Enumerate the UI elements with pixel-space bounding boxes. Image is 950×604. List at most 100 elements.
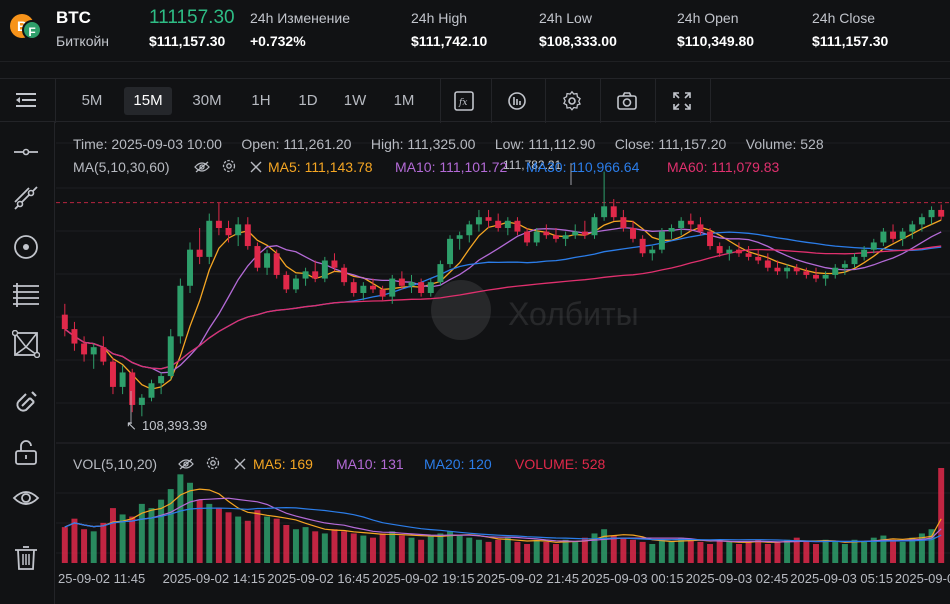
circle-target-icon[interactable] (12, 233, 40, 261)
indicator-fx-icon[interactable]: fx (453, 90, 475, 112)
camera-icon[interactable] (616, 90, 638, 112)
volume-bar (71, 518, 78, 563)
volume-bar (822, 539, 829, 563)
timeframe-1h[interactable]: 1H (251, 92, 271, 109)
settings-gear-icon[interactable] (561, 90, 583, 112)
x-axis-label: 2025-09-03 07:45 (895, 571, 950, 586)
trend-line-icon[interactable] (12, 184, 40, 212)
volume-bar (398, 535, 405, 563)
candle-up (918, 217, 925, 225)
horizontal-line-icon[interactable] (12, 138, 40, 166)
volume-bar (148, 508, 155, 563)
stat-label: 24h Open (677, 10, 739, 26)
volume-bar (485, 541, 492, 563)
x-axis-label: 2025-09-02 21:45 (476, 571, 579, 586)
vol-eye-toggle-icon[interactable] (178, 457, 196, 473)
stat-label: 24h Изменение (250, 10, 350, 26)
candle-up (138, 397, 145, 405)
candle-up (841, 264, 848, 268)
volume-bar (196, 499, 203, 563)
candle-up (177, 285, 184, 337)
volume-bar (572, 541, 579, 563)
volume-bar (302, 527, 309, 563)
pattern-icon[interactable] (11, 329, 41, 359)
stat-value: $111,742.10 (411, 33, 488, 49)
candle-down (273, 253, 280, 275)
timeframe-15m[interactable]: 15M (124, 87, 172, 115)
candle-up (466, 224, 473, 236)
high-marker: 111,782.21 (503, 158, 572, 185)
candle-up (880, 231, 887, 243)
ma-close-icon[interactable] (250, 160, 266, 176)
eye-toggle-icon[interactable] (194, 160, 212, 176)
timeframe-1d[interactable]: 1D (298, 92, 318, 109)
volume-bar (784, 539, 791, 563)
volume-bar (813, 544, 819, 563)
trash-icon[interactable] (12, 544, 40, 572)
timeframe-1m[interactable]: 1M (393, 92, 415, 109)
candle-down (418, 282, 425, 293)
volume-bar (244, 520, 251, 563)
candle-up (264, 253, 271, 268)
vol-legend-icons (178, 456, 250, 473)
timeframe-30m[interactable]: 30M (192, 92, 222, 109)
candle-down (283, 274, 290, 290)
ma5-value: MA5: 111,143.78 (268, 159, 373, 175)
volume-bar (495, 539, 502, 563)
candle-down (225, 228, 232, 236)
candle-down (514, 220, 521, 232)
candle-down (370, 285, 376, 290)
volume-bar (851, 539, 858, 563)
candle-down (610, 206, 617, 218)
candle-down (745, 253, 752, 257)
candle-down (485, 217, 492, 221)
volume-bar (543, 541, 550, 563)
volume-bar (264, 516, 271, 563)
candle-down (61, 314, 68, 330)
candlestick-chart[interactable]: Холбиты 25-09-02 11:45 2025-09-02 14:15 20… (56, 123, 950, 604)
volume-bar (793, 537, 800, 563)
candle-up (148, 383, 155, 398)
volume-bar (562, 539, 569, 563)
volume-bar (475, 539, 482, 563)
volume-bar (707, 544, 714, 563)
vol-close-icon[interactable] (234, 457, 250, 473)
replay-icon[interactable] (506, 90, 528, 112)
ma60-value: MA60: 111,079.83 (667, 159, 780, 175)
candle-down (697, 224, 704, 232)
magnet-icon[interactable] (12, 388, 40, 416)
volume-bar (408, 537, 415, 563)
volume-bar (177, 474, 184, 563)
volume-bar (81, 529, 88, 563)
x-axis-label: 2025-09-02 16:45 (267, 571, 370, 586)
fullscreen-icon[interactable] (671, 90, 693, 112)
timeframe-5m[interactable]: 5M (81, 92, 103, 109)
volume-bar (350, 533, 357, 563)
candle-up (649, 249, 656, 254)
svg-text:fx: fx (458, 98, 467, 108)
candle-up (822, 274, 829, 279)
unlock-icon[interactable] (12, 438, 40, 466)
menu-collapse-icon[interactable] (14, 90, 36, 112)
x-axis-label: 2025-09-03 05:15 (790, 571, 893, 586)
btc-coin-icon: B F (10, 14, 42, 46)
fib-lines-icon[interactable] (12, 282, 40, 310)
ma-settings-icon[interactable] (222, 159, 240, 176)
symbol-title[interactable]: BTC (56, 8, 91, 27)
volume-bar (61, 527, 68, 563)
chart-area[interactable]: Холбиты 25-09-02 11:45 2025-09-02 14:15 20… (56, 123, 950, 604)
volume-bar (215, 508, 222, 563)
candle-down (350, 282, 357, 293)
volume-bar (533, 539, 540, 563)
candle-down (813, 274, 819, 279)
vol-settings-icon[interactable] (206, 456, 224, 473)
volume-bar (418, 539, 425, 563)
timeframe-1w[interactable]: 1W (343, 92, 367, 109)
watermark-text: Холбиты (508, 296, 639, 332)
eye-icon[interactable] (12, 484, 40, 512)
volume-bar (861, 541, 868, 563)
ma5-line (64, 219, 942, 390)
stat-change: 24h Изменение +0.732% (250, 10, 350, 49)
volume-bar (630, 539, 636, 563)
volume-bar (235, 516, 242, 563)
